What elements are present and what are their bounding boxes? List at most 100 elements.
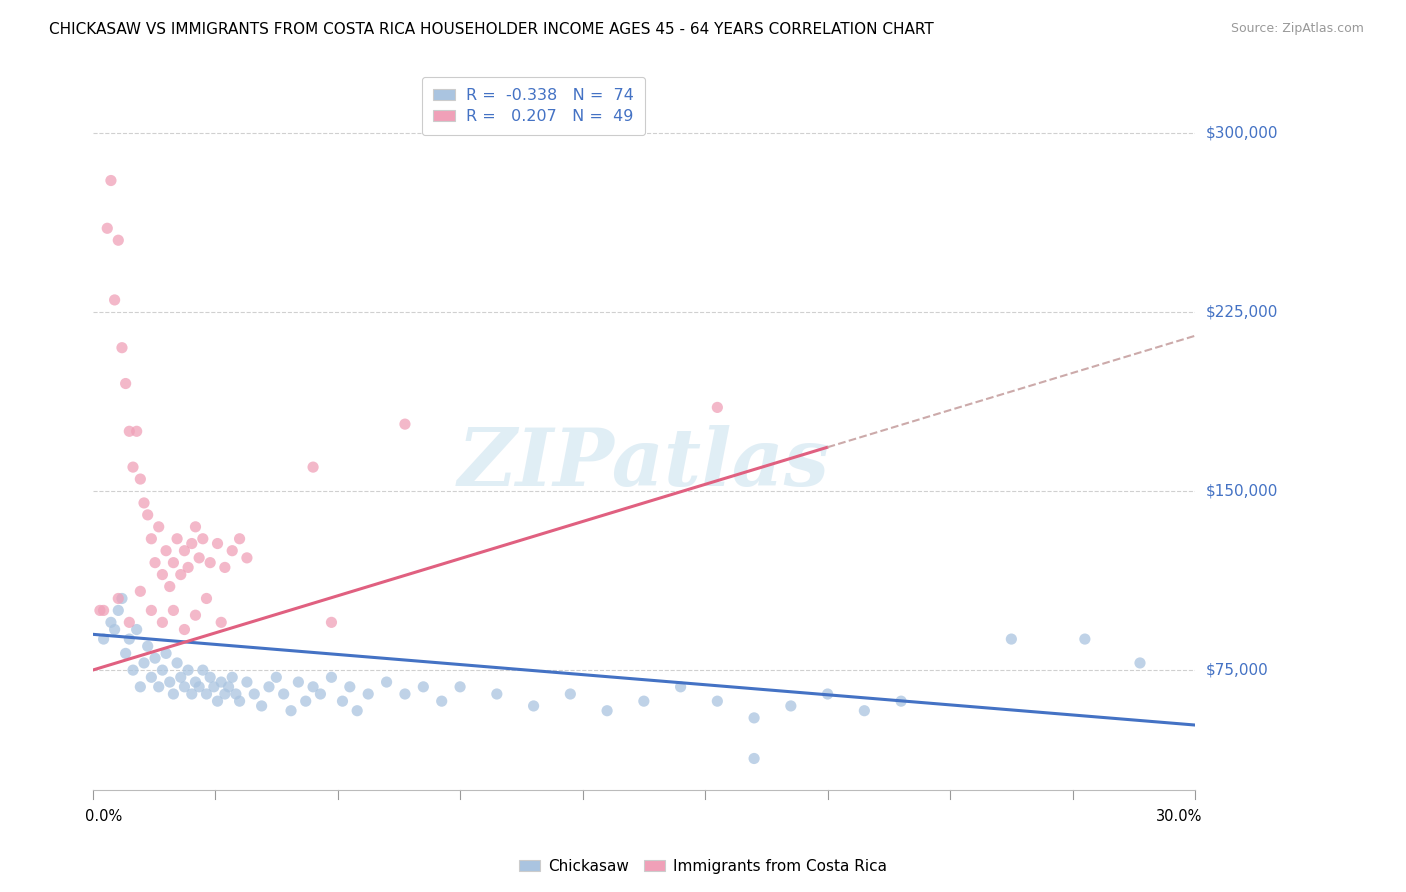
Point [180,687,202,701]
Point [141,670,163,684]
Point [155,647,177,661]
Point [357,687,380,701]
Point [236,675,259,690]
Text: 0.0%: 0.0% [86,809,122,823]
Point [129,584,152,599]
Point [111,591,134,606]
Text: CHICKASAW VS IMMIGRANTS FROM COSTA RICA HOUSEHOLDER INCOME AGES 45 - 64 YEARS CO: CHICKASAW VS IMMIGRANTS FROM COSTA RICA … [49,22,934,37]
Point [118,425,141,439]
Point [195,591,218,606]
Point [412,680,434,694]
Point [162,687,184,701]
Point [152,615,174,630]
Point [132,496,155,510]
Point [107,591,129,606]
Point [198,556,221,570]
Point [430,694,453,708]
Point [184,520,207,534]
Point [152,663,174,677]
Point [202,680,225,694]
Point [207,536,229,550]
Point [294,694,316,708]
Point [273,687,295,701]
Point [742,751,765,765]
Point [100,173,122,187]
Point [166,532,188,546]
Point [129,680,152,694]
Point [1074,632,1097,646]
Point [214,560,236,574]
Text: ZIPatlas: ZIPatlas [458,425,830,503]
Point [114,647,136,661]
Point [669,680,692,694]
Point [191,532,214,546]
Point [221,543,243,558]
Point [129,472,152,486]
Text: $225,000: $225,000 [1206,304,1278,319]
Point [114,376,136,391]
Text: $300,000: $300,000 [1206,125,1278,140]
Point [118,615,141,630]
Point [125,425,148,439]
Point [302,460,325,475]
Point [104,293,127,307]
Point [332,694,354,708]
Point [221,670,243,684]
Point [817,687,839,701]
Point [148,520,170,534]
Point [104,623,127,637]
Point [177,663,200,677]
Point [107,233,129,247]
Point [111,341,134,355]
Point [266,670,288,684]
Point [173,680,195,694]
Point [523,698,546,713]
Point [93,603,115,617]
Point [236,550,259,565]
Point [132,656,155,670]
Point [155,543,177,558]
Point [596,704,619,718]
Point [125,623,148,637]
Point [159,675,181,690]
Point [1000,632,1022,646]
Point [853,704,876,718]
Point [184,608,207,623]
Point [209,675,232,690]
Point [309,687,332,701]
Point [706,694,728,708]
Point [162,556,184,570]
Point [143,651,166,665]
Point [280,704,302,718]
Point [209,615,232,630]
Point [339,680,361,694]
Point [93,632,115,646]
Point [191,663,214,677]
Point [177,560,200,574]
Point [198,670,221,684]
Point [250,698,273,713]
Point [188,550,211,565]
Point [560,687,582,701]
Point [207,694,229,708]
Point [122,663,145,677]
Point [152,567,174,582]
Point [225,687,247,701]
Point [779,698,801,713]
Point [346,704,368,718]
Point [375,675,398,690]
Point [228,532,250,546]
Point [394,687,416,701]
Point [321,670,343,684]
Point [141,603,163,617]
Point [195,687,218,701]
Point [118,632,141,646]
Point [173,623,195,637]
Text: $75,000: $75,000 [1206,663,1268,678]
Point [218,680,240,694]
Point [321,615,343,630]
Text: 30.0%: 30.0% [1156,809,1202,823]
Legend: R =  -0.338   N =  74, R =   0.207   N =  49: R = -0.338 N = 74, R = 0.207 N = 49 [422,78,645,136]
Point [890,694,912,708]
Point [1129,656,1152,670]
